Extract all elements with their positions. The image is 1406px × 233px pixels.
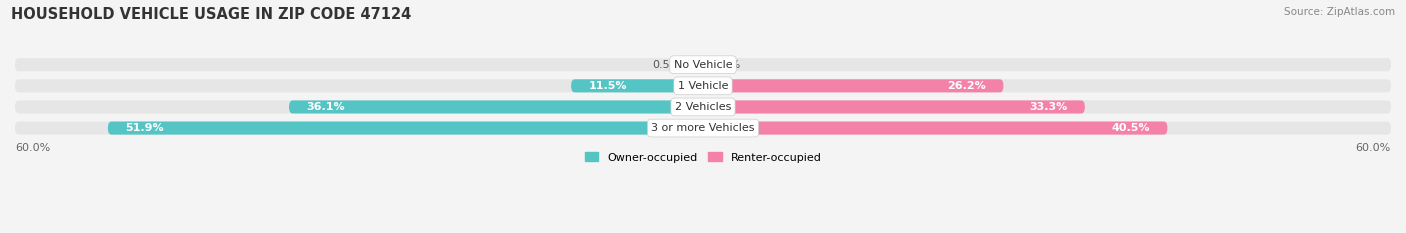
- Text: 2 Vehicles: 2 Vehicles: [675, 102, 731, 112]
- FancyBboxPatch shape: [15, 58, 1391, 71]
- Text: 0.51%: 0.51%: [652, 60, 688, 70]
- FancyBboxPatch shape: [703, 100, 1085, 113]
- Text: 1 Vehicle: 1 Vehicle: [678, 81, 728, 91]
- Legend: Owner-occupied, Renter-occupied: Owner-occupied, Renter-occupied: [581, 148, 825, 167]
- Text: 40.5%: 40.5%: [1112, 123, 1150, 133]
- FancyBboxPatch shape: [15, 79, 1391, 93]
- Text: 33.3%: 33.3%: [1029, 102, 1067, 112]
- Text: 60.0%: 60.0%: [1355, 143, 1391, 153]
- FancyBboxPatch shape: [108, 122, 703, 135]
- FancyBboxPatch shape: [571, 79, 703, 93]
- FancyBboxPatch shape: [697, 58, 703, 71]
- Text: No Vehicle: No Vehicle: [673, 60, 733, 70]
- FancyBboxPatch shape: [15, 100, 1391, 113]
- FancyBboxPatch shape: [15, 122, 1391, 135]
- Text: 3 or more Vehicles: 3 or more Vehicles: [651, 123, 755, 133]
- Text: 51.9%: 51.9%: [125, 123, 163, 133]
- FancyBboxPatch shape: [290, 100, 703, 113]
- Text: 26.2%: 26.2%: [948, 81, 986, 91]
- Text: 0.0%: 0.0%: [713, 60, 741, 70]
- FancyBboxPatch shape: [703, 122, 1167, 135]
- Text: 36.1%: 36.1%: [307, 102, 344, 112]
- Text: Source: ZipAtlas.com: Source: ZipAtlas.com: [1284, 7, 1395, 17]
- Text: 60.0%: 60.0%: [15, 143, 51, 153]
- FancyBboxPatch shape: [703, 79, 1004, 93]
- Text: HOUSEHOLD VEHICLE USAGE IN ZIP CODE 47124: HOUSEHOLD VEHICLE USAGE IN ZIP CODE 4712…: [11, 7, 412, 22]
- Text: 11.5%: 11.5%: [588, 81, 627, 91]
